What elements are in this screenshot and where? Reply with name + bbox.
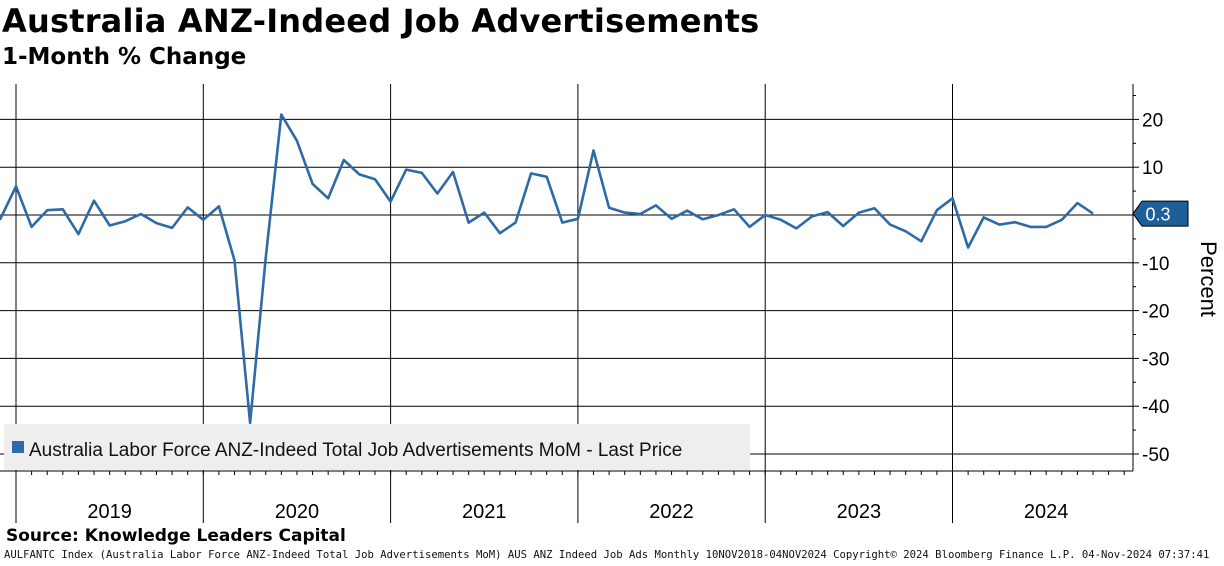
- horizontal-gridlines: [0, 118, 1133, 455]
- chart-subtitle: 1-Month % Change: [2, 44, 247, 70]
- x-tick-label: 2020: [275, 501, 320, 523]
- y-axis-title: Percent: [1196, 241, 1221, 317]
- y-axis: 20100-10-20-30-40-50: [1132, 84, 1169, 471]
- y-tick-label: 20: [1142, 110, 1163, 131]
- x-axis: 2019 2020 2021 2022 2023 2024: [0, 470, 1133, 523]
- legend-label: Australia Labor Force ANZ-Indeed Total J…: [29, 440, 682, 461]
- y-tick-label: -30: [1142, 349, 1169, 370]
- x-tick-label: 2019: [87, 501, 132, 523]
- last-value-marker: 0.3: [1132, 200, 1189, 227]
- legend-swatch: [12, 441, 24, 453]
- y-tick-label: -40: [1142, 397, 1169, 418]
- source-note: Source: Knowledge Leaders Capital: [6, 526, 346, 546]
- footer-metadata: AULFANTC Index (Australia Labor Force AN…: [4, 549, 1210, 561]
- x-tick-label: 2022: [649, 501, 694, 523]
- chart-title: Australia ANZ-Indeed Job Advertisements: [2, 2, 760, 40]
- series-line: [0, 113, 1094, 425]
- x-tick-label: 2021: [462, 501, 507, 523]
- legend: Australia Labor Force ANZ-Indeed Total J…: [4, 424, 750, 470]
- y-tick-label: -10: [1142, 254, 1169, 275]
- y-tick-label: -20: [1142, 302, 1169, 323]
- series-layer: [0, 113, 1094, 425]
- x-tick-label: 2023: [837, 501, 882, 523]
- legend-box: [4, 424, 750, 470]
- y-tick-label: 10: [1142, 158, 1163, 179]
- last-value-box: [1132, 200, 1189, 227]
- last-value-label: 0.3: [1145, 205, 1170, 225]
- x-tick-label: 2024: [1024, 501, 1069, 523]
- y-tick-label: -50: [1142, 445, 1169, 466]
